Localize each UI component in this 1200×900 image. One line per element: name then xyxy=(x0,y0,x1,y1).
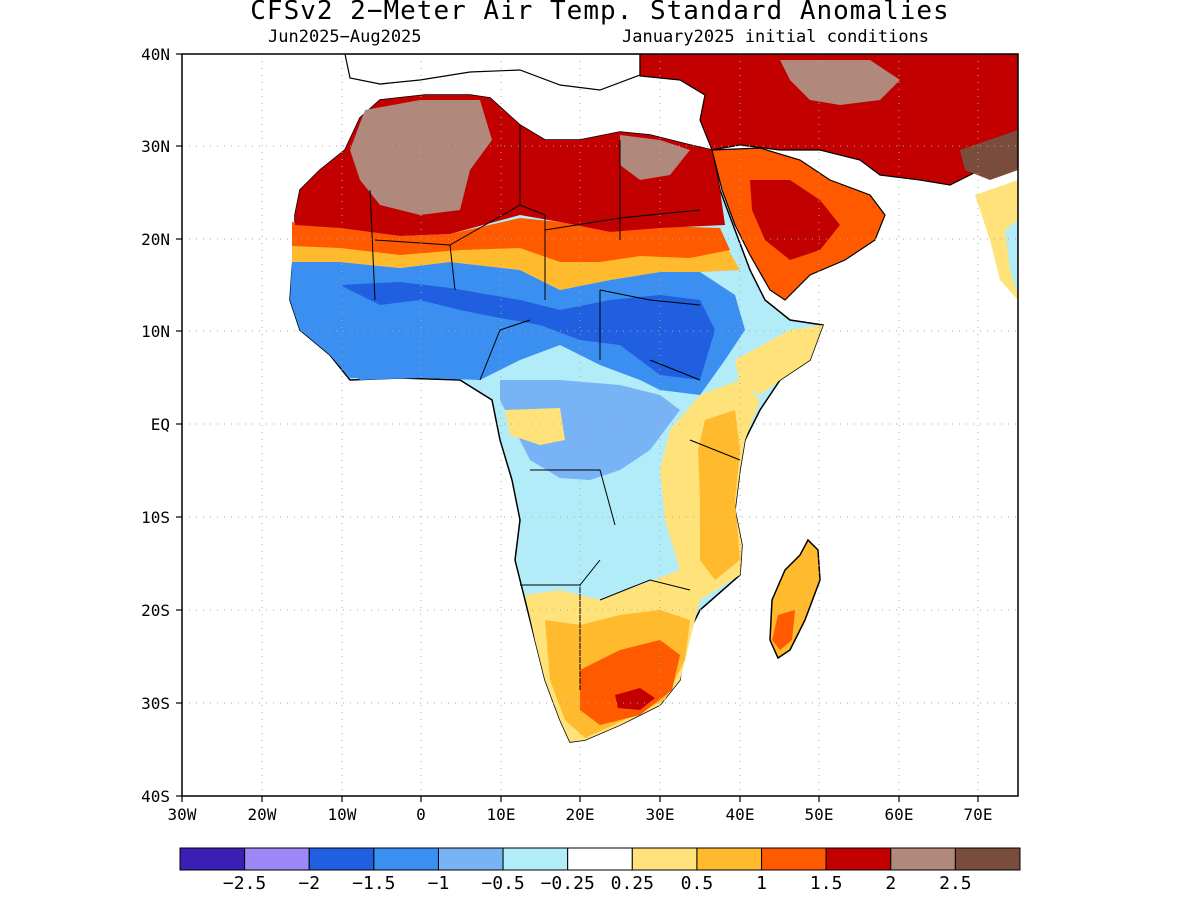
west-africa-cold xyxy=(310,320,470,378)
latitude-labels: 40N 30N 20N 10N EQ 10S 20S 30S 40S xyxy=(141,45,170,806)
colorbar-label: 1 xyxy=(756,873,767,894)
lat-label-10n: 10N xyxy=(141,322,170,341)
india-edge-yellow xyxy=(975,180,1018,300)
colorbar-swatch xyxy=(179,847,246,871)
central-light-cold xyxy=(500,380,680,480)
colorbar-label: −0.25 xyxy=(541,873,595,894)
pakistan-brown xyxy=(960,130,1018,180)
colorbar-swatch xyxy=(631,847,698,871)
lat-label-40n: 40N xyxy=(141,45,170,64)
colorbar-label: −2.5 xyxy=(223,873,266,894)
colorbar-label: 2 xyxy=(885,873,896,894)
iran-brown xyxy=(780,60,900,105)
colorbar-label: −0.5 xyxy=(481,873,524,894)
lat-label-20n: 20N xyxy=(141,230,170,249)
colorbar-swatch xyxy=(244,847,310,871)
gridlines xyxy=(182,54,1018,796)
lon-label-10e: 10E xyxy=(487,805,516,824)
lat-label-10s: 10S xyxy=(141,508,170,527)
axis-ticks xyxy=(176,53,979,802)
colorbar-label: 1.5 xyxy=(810,873,843,894)
plot-frame xyxy=(181,53,1019,797)
longitude-labels: 30W 20W 10W 0 10E 20E 30E 40E 50E 60E 70… xyxy=(168,805,993,824)
colorbar-label: 0.5 xyxy=(681,873,714,894)
lon-label-20e: 20E xyxy=(566,805,595,824)
colorbar-swatch xyxy=(825,847,892,871)
lon-label-40e: 40E xyxy=(726,805,755,824)
lat-label-eq: EQ xyxy=(151,415,170,434)
lesotho-darkred xyxy=(615,688,655,710)
lat-label-40s: 40S xyxy=(141,787,170,806)
colorbar-swatch xyxy=(954,847,1021,871)
lat-label-30s: 30S xyxy=(141,694,170,713)
lon-label-70e: 70E xyxy=(964,805,993,824)
colorbar-label: −2 xyxy=(298,873,320,894)
lat-label-20s: 20S xyxy=(141,601,170,620)
lon-label-20w: 20W xyxy=(248,805,277,824)
anomaly-field xyxy=(182,54,1018,796)
gabon-yellow xyxy=(505,408,565,445)
lat-label-30n: 30N xyxy=(141,137,170,156)
colorbar-swatch xyxy=(373,847,439,871)
lon-label-10w: 10W xyxy=(328,805,357,824)
sahel-strong-cold xyxy=(340,282,715,380)
arabia-core-red xyxy=(750,180,840,260)
colorbar-swatch xyxy=(437,847,504,871)
lon-label-60e: 60E xyxy=(885,805,914,824)
colorbar-label: −1.5 xyxy=(352,873,395,894)
colorbar-swatch xyxy=(696,847,763,871)
madagascar-red xyxy=(772,610,795,650)
colorbar-label: 0.25 xyxy=(611,873,654,894)
colorbar-labels: −2.5 −2 −1.5 −1 −0.5 −0.25 0.25 0.5 1 1.5 2 2.5 xyxy=(223,873,972,894)
colorbar-swatch xyxy=(308,847,375,871)
lon-label-0: 0 xyxy=(416,805,426,824)
horn-yellow xyxy=(735,325,823,395)
colorbar-label: −1 xyxy=(428,873,450,894)
south-africa-red xyxy=(580,640,680,725)
initial-conditions: January2025 initial conditions xyxy=(622,27,930,47)
lon-label-30e: 30E xyxy=(646,805,675,824)
colorbar-swatch xyxy=(502,847,569,871)
country-borders xyxy=(369,125,741,690)
colorbar-swatch xyxy=(761,847,827,871)
colorbar-swatch xyxy=(890,847,956,871)
forecast-period: Jun2025−Aug2025 xyxy=(268,27,422,47)
east-africa-orange xyxy=(698,410,740,580)
north-orange-band xyxy=(292,218,730,262)
colorbar-label: 2.5 xyxy=(939,873,972,894)
lon-label-50e: 50E xyxy=(805,805,834,824)
map-title: CFSv2 2−Meter Air Temp. Standard Anomali… xyxy=(250,0,950,26)
europe-land xyxy=(344,54,641,91)
colorbar xyxy=(179,847,1021,871)
lon-label-30w: 30W xyxy=(168,805,197,824)
colorbar-swatch xyxy=(567,847,633,871)
sahara-brown xyxy=(350,100,492,215)
